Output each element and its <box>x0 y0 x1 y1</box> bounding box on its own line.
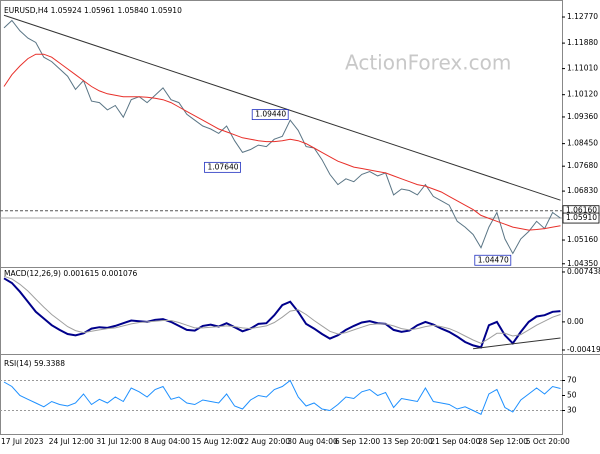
y-tick-label: 30 <box>567 406 577 415</box>
y-tick-label: 0.007438 <box>567 267 600 276</box>
y-tick-label: 1.08450 <box>567 139 598 148</box>
x-tick-label: 22 Aug 20:00 <box>240 437 291 446</box>
price-label-box <box>562 212 600 224</box>
y-tick-label: 1.12770 <box>567 12 598 21</box>
y-tick-label: 1.11880 <box>567 38 598 47</box>
x-tick-label: 30 Aug 04:00 <box>287 437 338 446</box>
watermark: ActionForex.com <box>345 51 511 75</box>
x-tick-label: 6 Sep 12:00 <box>335 437 381 446</box>
y-tick-label: 70 <box>567 376 577 385</box>
y-tick-label: 1.04350 <box>567 259 598 268</box>
y-tick-label: 50 <box>567 391 577 400</box>
x-tick-label: 5 Oct 20:00 <box>526 437 570 446</box>
x-tick-label: 17 Jul 2023 <box>1 437 44 446</box>
frame <box>0 0 563 435</box>
y-tick-label: 1.07680 <box>567 161 598 170</box>
x-tick-label: 21 Sep 04:00 <box>430 437 480 446</box>
trendline <box>3 14 561 201</box>
panel-title: MACD(12,26,9) 0.001615 0.001076 <box>4 269 138 278</box>
annotation-label: 1.04470 <box>478 255 509 264</box>
x-tick-label: 31 Jul 12:00 <box>96 437 141 446</box>
series-line <box>3 53 561 231</box>
panel-title: RSI(14) 59.3388 <box>4 359 65 368</box>
panel-title: EURUSD,H4 1.05924 1.05961 1.05840 1.0591… <box>4 6 182 15</box>
annotation-box <box>251 109 289 121</box>
y-tick-label: 1.11010 <box>567 64 598 73</box>
price-label: 1.06160 <box>566 206 597 215</box>
x-tick-label: 8 Aug 04:00 <box>144 437 190 446</box>
annotation-box <box>204 161 241 173</box>
series-line <box>3 379 561 415</box>
annotation-label: 1.09440 <box>255 110 286 119</box>
y-tick-label: 1.06830 <box>567 186 598 195</box>
price-label: 1.05910 <box>566 213 597 222</box>
x-tick-label: 28 Sep 12:00 <box>478 437 528 446</box>
series-line <box>3 275 561 344</box>
x-tick-label: 24 Jul 12:00 <box>49 437 94 446</box>
y-tick-label: 1.05160 <box>567 235 598 244</box>
y-tick-label: -0.00419 <box>567 345 600 354</box>
y-tick-label: 0.00 <box>567 317 584 326</box>
annotation-box <box>474 254 512 266</box>
y-tick-label: 1.10120 <box>567 90 598 99</box>
series-line <box>3 277 561 349</box>
x-tick-label: 15 Aug 12:00 <box>192 437 243 446</box>
x-tick-label: 13 Sep 20:00 <box>383 437 433 446</box>
trendline <box>472 337 561 350</box>
y-tick-label: 1.09360 <box>567 112 598 121</box>
annotation-label: 1.07640 <box>208 162 239 171</box>
series-line <box>3 19 561 255</box>
